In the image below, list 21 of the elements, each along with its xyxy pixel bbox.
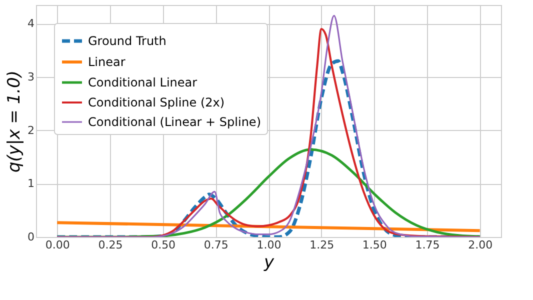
x-tick-label: 1.00 [256, 238, 282, 252]
x-tick-label: 1.75 [415, 238, 440, 252]
legend-label: Conditional (Linear + Spline) [88, 115, 261, 129]
x-tick-label: 1.50 [362, 238, 387, 252]
x-axis-title: y [262, 252, 275, 272]
y-tick-label: 1 [28, 177, 34, 190]
x-tick-label: 0.25 [98, 238, 123, 252]
y-tick-label: 3 [28, 70, 34, 84]
x-tick-label: 0.50 [151, 238, 176, 252]
x-tick-label: 1.25 [310, 238, 334, 252]
legend-label: Conditional Linear [88, 76, 198, 90]
y-tick-label: 2 [28, 124, 34, 137]
legend-label: Linear [88, 55, 126, 69]
x-tick-label: 0.00 [45, 238, 70, 252]
x-tick-label: 2.00 [468, 238, 493, 252]
y-tick-label: 0 [28, 230, 34, 244]
y-tick-label: 4 [28, 17, 34, 30]
legend-label: Ground Truth [88, 34, 166, 48]
x-tick-label: 0.75 [204, 238, 228, 252]
y-axis-title: q(y|x = 1.0) [4, 70, 24, 172]
legend-label: Conditional Spline (2x) [88, 96, 225, 110]
